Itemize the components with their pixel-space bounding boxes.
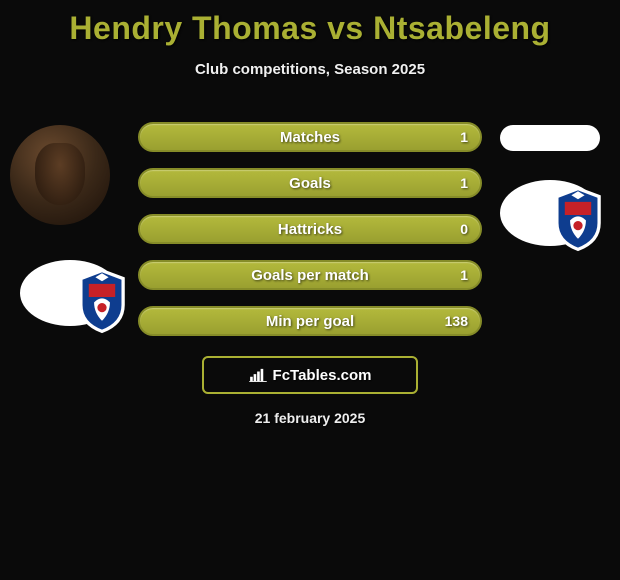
page-title: Hendry Thomas vs Ntsabeleng [0,0,620,47]
stat-row-hattricks: Hattricks 0 [138,214,482,244]
stat-row-goals-per-match: Goals per match 1 [138,260,482,290]
stat-label: Goals [140,175,480,192]
fc-dallas-crest-icon [52,268,152,334]
stat-label: Matches [140,129,480,146]
stat-value-right: 0 [460,221,468,237]
page-subtitle: Club competitions, Season 2025 [0,61,620,78]
stat-value-right: 138 [445,313,468,329]
stat-row-min-per-goal: Min per goal 138 [138,306,482,336]
player-right-avatar [500,125,600,151]
player-left-avatar [10,125,110,225]
stat-label: Hattricks [140,221,480,238]
stat-row-matches: Matches 1 [138,122,482,152]
player-right-club-badge [500,180,600,246]
stats-container: Matches 1 Goals 1 Hattricks 0 Goals per … [138,122,482,352]
branding-text: FcTables.com [273,367,372,384]
player-left-club-badge [20,260,120,326]
branding-box: FcTables.com [202,356,418,394]
stat-value-right: 1 [460,129,468,145]
stat-value-right: 1 [460,175,468,191]
stat-label: Goals per match [140,267,480,284]
stat-label: Min per goal [140,313,480,330]
fc-dallas-crest-icon [528,186,620,252]
page-date: 21 february 2025 [0,410,620,426]
bar-chart-icon [249,368,267,382]
stat-row-goals: Goals 1 [138,168,482,198]
stat-value-right: 1 [460,267,468,283]
